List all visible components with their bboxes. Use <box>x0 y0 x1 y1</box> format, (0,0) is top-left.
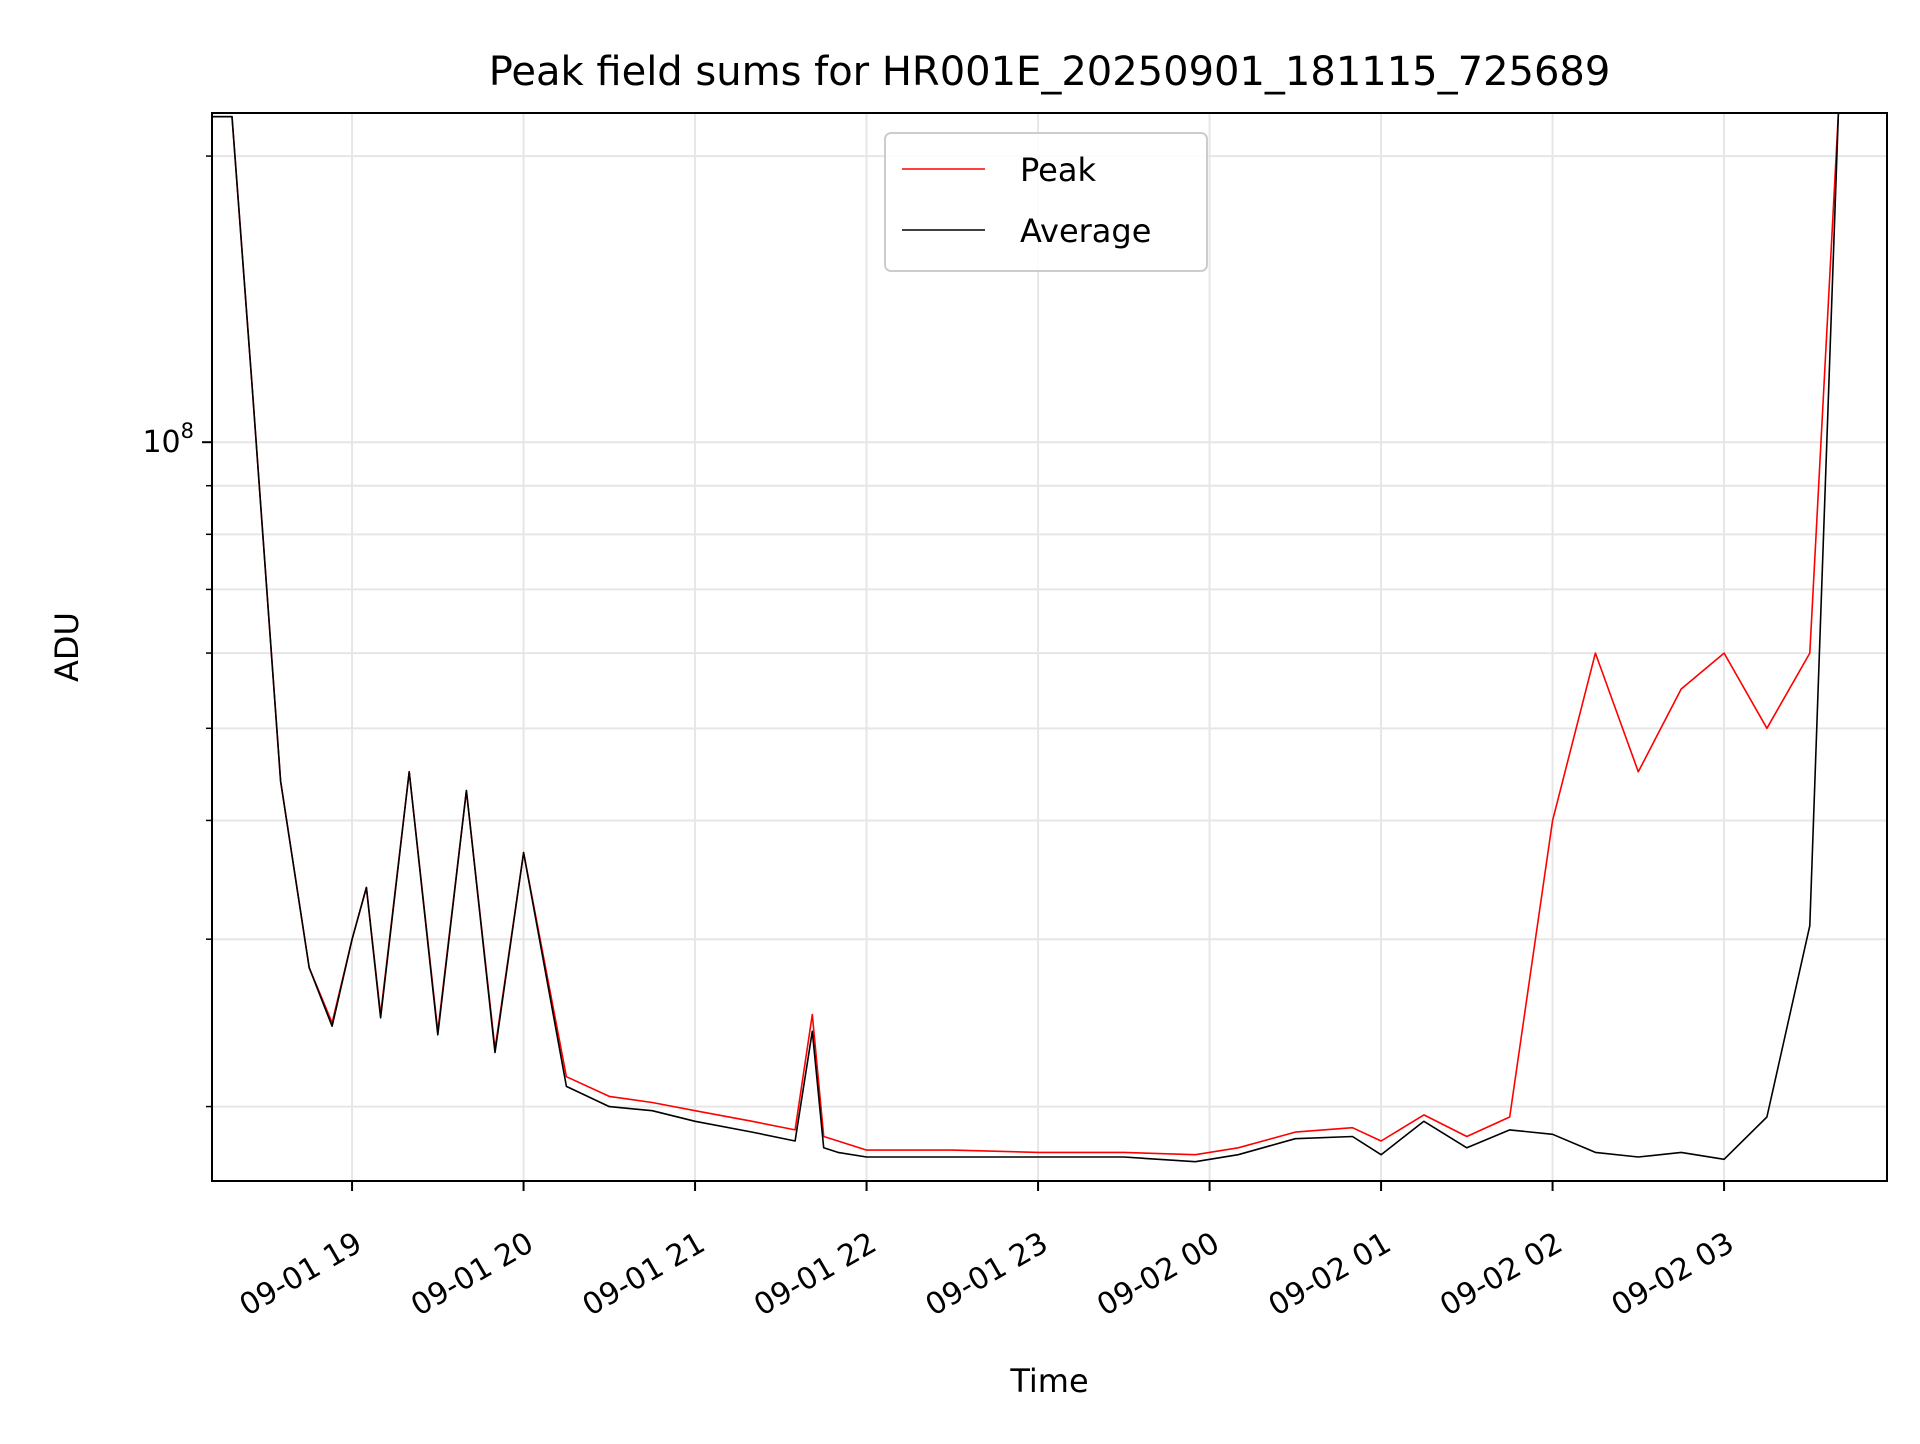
plot-area <box>212 113 1840 1163</box>
legend-box <box>884 132 1208 272</box>
y-tick-label: 108 <box>142 419 194 460</box>
chart-title: Peak field sums for HR001E_20250901_1811… <box>489 49 1611 95</box>
plot-frame <box>211 112 1888 1182</box>
series-line-average <box>212 113 1840 1163</box>
legend-label-peak: Peak <box>1020 151 1096 189</box>
gridlines <box>212 113 1887 1181</box>
y-axis-label: ADU <box>48 612 86 682</box>
legend: Peak Average <box>884 132 1208 272</box>
x-axis-label: Time <box>1009 1362 1088 1400</box>
legend-label-average: Average <box>1020 212 1151 250</box>
